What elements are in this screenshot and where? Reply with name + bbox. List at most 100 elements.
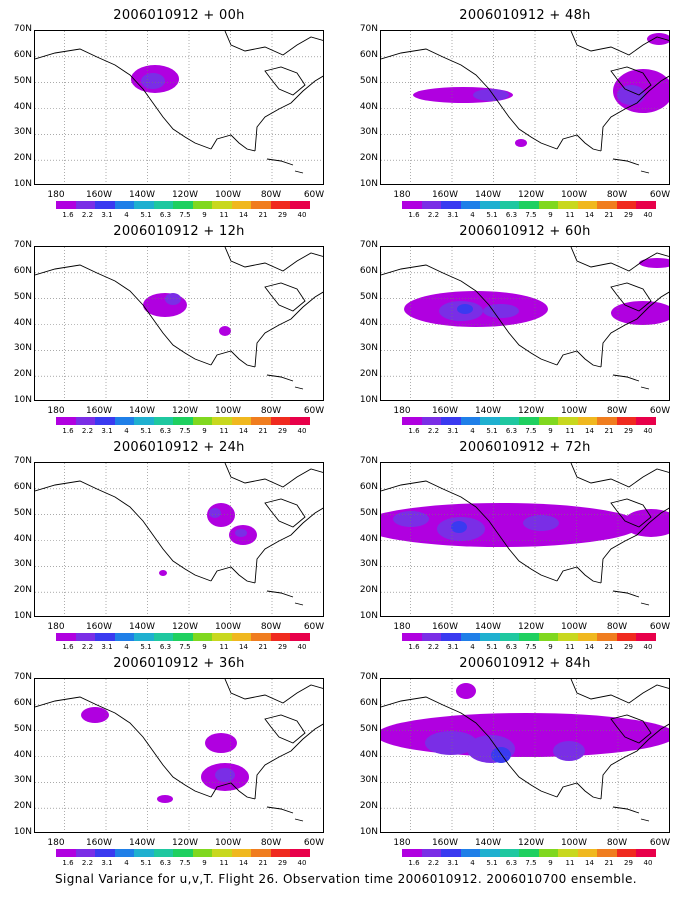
colorbar-swatch	[402, 633, 422, 641]
lon-tick-label: 100W	[560, 406, 588, 416]
lat-tick-label: 60N	[13, 697, 32, 708]
colorbar-swatch	[270, 417, 290, 425]
colorbar-swatch	[538, 849, 558, 857]
colorbar-swatch	[597, 849, 617, 857]
colorbar-swatch	[558, 417, 578, 425]
colorbar-label: 11	[565, 859, 575, 867]
lat-tick-label: 60N	[13, 49, 32, 60]
map-panel: 2006010912 + 84h 70N 60N 50N 40N 30N 20N 10N 180…	[346, 648, 692, 867]
colorbar-swatch	[192, 633, 212, 641]
variance-contour	[523, 515, 559, 531]
colorbar-label: 11	[219, 643, 229, 651]
colorbar-label: 40	[297, 211, 307, 219]
colorbar-swatch	[290, 849, 310, 857]
colorbar-swatch	[75, 201, 95, 209]
colorbar-label: 11	[565, 643, 575, 651]
colorbar-label: 9	[548, 643, 553, 651]
lon-tick-label: 100W	[560, 838, 588, 848]
colorbar	[402, 201, 656, 209]
map-plot-area	[380, 462, 670, 617]
colorbar-label: 2.2	[81, 211, 94, 219]
coastline	[612, 374, 640, 382]
colorbar-label: 11	[565, 211, 575, 219]
lat-tick-label: 30N	[13, 775, 32, 786]
colorbar-swatch	[421, 201, 441, 209]
colorbar-label: 14	[239, 859, 248, 867]
colorbar-swatch	[421, 633, 441, 641]
colorbar-swatch	[173, 417, 193, 425]
coastline	[35, 480, 212, 582]
map-plot-area	[34, 246, 324, 401]
panel-title: 2006010912 + 36h	[113, 656, 245, 671]
lon-tick-label: 80W	[606, 190, 628, 200]
lon-tick-label: 180	[393, 190, 411, 200]
lat-tick-label: 70N	[359, 456, 378, 466]
lon-tick-label: 160W	[85, 838, 113, 848]
colorbar-swatch	[480, 633, 500, 641]
lat-tick-label: 40N	[13, 101, 32, 112]
lon-tick-label: 100W	[214, 838, 242, 848]
colorbar-label: 7.5	[525, 643, 537, 651]
lat-tick-label: 30N	[359, 343, 378, 354]
colorbar-swatch	[441, 417, 461, 425]
map-canvas	[35, 31, 323, 184]
colorbar-swatch	[636, 417, 656, 425]
colorbar-label: 3.1	[447, 643, 459, 651]
lat-tick-label: 60N	[13, 265, 32, 276]
colorbar-swatch	[134, 201, 154, 209]
coastline	[254, 291, 323, 368]
colorbar-label: 5.1	[486, 211, 498, 219]
lat-tick-label: 60N	[13, 481, 32, 492]
coastline	[600, 723, 669, 800]
colorbar-label: 40	[297, 643, 307, 651]
colorbar-label: 40	[643, 859, 653, 867]
colorbar-swatch	[56, 633, 76, 641]
variance-contour	[165, 293, 181, 305]
colorbar-swatch	[114, 417, 134, 425]
lon-tick-label: 120W	[517, 406, 545, 416]
colorbar-swatch	[192, 417, 212, 425]
lon-tick-label: 180	[393, 838, 411, 848]
colorbar-swatch	[441, 633, 461, 641]
lon-tick-label: 140W	[474, 838, 502, 848]
lon-tick-label: 80W	[606, 838, 628, 848]
coastline	[254, 723, 323, 800]
coastline	[381, 48, 558, 150]
colorbar-swatch	[616, 849, 636, 857]
lon-tick-label: 180	[47, 838, 65, 848]
colorbar-label: 21	[258, 427, 268, 435]
colorbar-label: 40	[297, 859, 307, 867]
variance-contour	[553, 741, 585, 761]
map-plot-area	[380, 246, 670, 401]
lat-tick-label: 40N	[359, 749, 378, 760]
colorbar-swatch	[231, 201, 251, 209]
variance-contour	[611, 301, 669, 325]
colorbar-swatch	[153, 633, 173, 641]
colorbar-swatch	[270, 201, 290, 209]
coastline	[381, 480, 558, 582]
colorbar-label: 7.5	[525, 427, 537, 435]
colorbar-swatch	[616, 417, 636, 425]
map-panel: 2006010912 + 72h 70N 60N 50N 40N 30N 20N 10N 180…	[346, 432, 692, 651]
colorbar-swatch	[290, 633, 310, 641]
variance-contour	[159, 570, 167, 576]
lat-tick-label: 40N	[359, 317, 378, 328]
colorbar-swatch	[616, 201, 636, 209]
coastline	[266, 590, 294, 598]
colorbar-label: 7.5	[525, 211, 537, 219]
panel-title: 2006010912 + 12h	[113, 224, 245, 239]
lat-tick-label: 70N	[13, 24, 32, 34]
colorbar-label: 6.3	[159, 859, 172, 867]
map-canvas	[381, 247, 669, 400]
lat-tick-label: 30N	[359, 559, 378, 570]
colorbar-label: 21	[604, 859, 614, 867]
map-panel: 2006010912 + 48h 70N 60N 50N 40N 30N 20N 10N 180…	[346, 0, 692, 219]
colorbar-label: 40	[643, 211, 653, 219]
colorbar-swatch	[558, 201, 578, 209]
map-canvas	[35, 679, 323, 832]
variance-contour	[81, 707, 109, 723]
lon-tick-label: 60W	[649, 622, 671, 632]
colorbar-swatch	[56, 201, 76, 209]
lat-tick-label: 40N	[13, 533, 32, 544]
coastline	[610, 714, 652, 744]
